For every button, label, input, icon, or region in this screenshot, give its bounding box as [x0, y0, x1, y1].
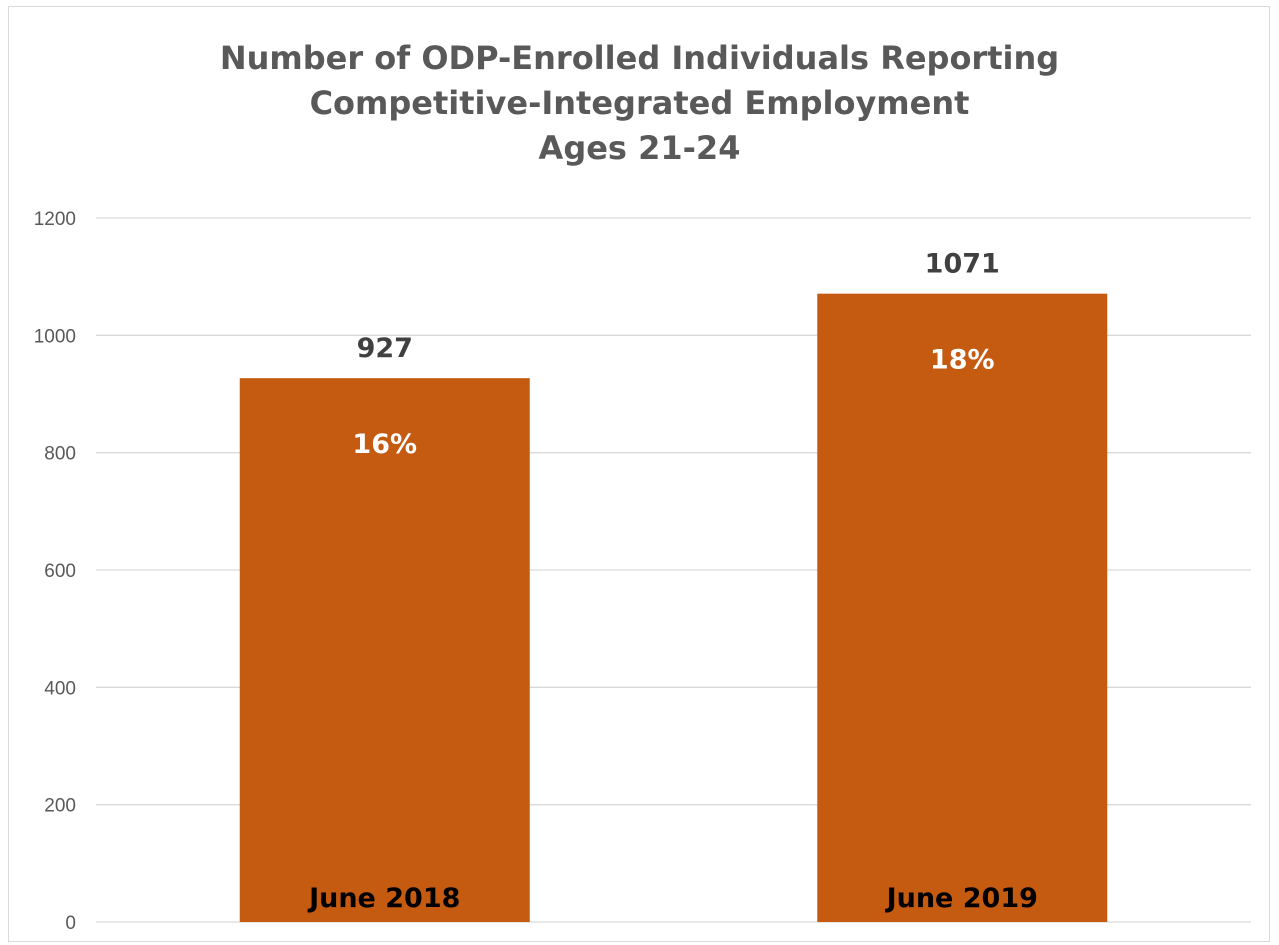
- y-tick-label-600: 600: [44, 561, 76, 582]
- y-tick-label-0: 0: [65, 913, 76, 934]
- chart-title-line-1: Number of ODP-Enrolled Individuals Repor…: [219, 39, 1060, 77]
- chart-title-line-3: Ages 21-24: [538, 129, 741, 167]
- bar-2: [817, 293, 1108, 922]
- value-label-2: 1071: [925, 249, 1000, 280]
- chart-title: Number of ODP-Enrolled Individuals Repor…: [0, 36, 1279, 171]
- percent-label-2: 18%: [930, 345, 995, 376]
- category-label-1: June 2018: [307, 883, 460, 914]
- y-tick-label-400: 400: [44, 678, 76, 699]
- y-tick-label-800: 800: [44, 444, 76, 465]
- chart-title-line-2: Competitive-Integrated Employment: [309, 84, 970, 122]
- category-label-2: June 2019: [885, 883, 1038, 914]
- y-tick-label-1200: 1200: [34, 209, 76, 230]
- percent-label-1: 16%: [352, 429, 417, 460]
- value-label-1: 927: [357, 333, 413, 364]
- bar-1: [239, 378, 530, 922]
- y-tick-label-200: 200: [44, 796, 76, 817]
- y-tick-label-1000: 1000: [34, 326, 76, 347]
